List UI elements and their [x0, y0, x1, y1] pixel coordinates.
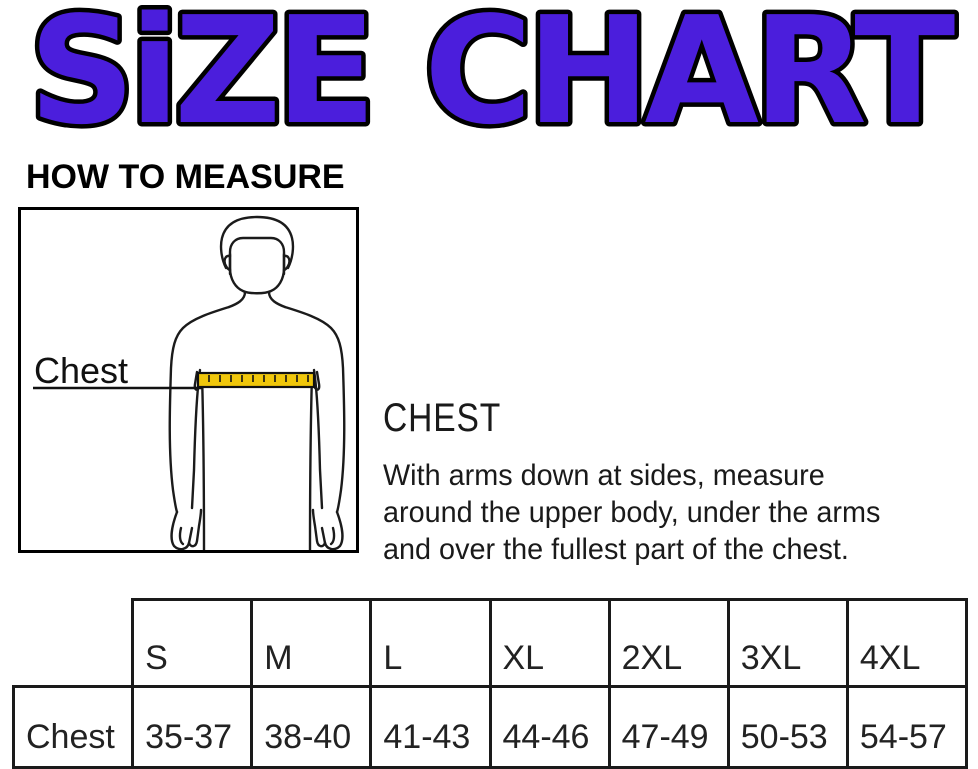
measuring-tape	[196, 371, 316, 389]
right-shoulder-arm-outline	[283, 305, 346, 514]
title-banner: SiZE CHART	[0, 0, 978, 152]
size-header-xl: XL	[488, 598, 611, 688]
chest-value-xl: 44-46	[488, 685, 611, 769]
chest-value-3xl: 50-53	[726, 685, 849, 769]
title-svg: SiZE CHART	[24, 0, 966, 152]
size-header-l: L	[369, 598, 492, 688]
size-header-3xl: 3XL	[726, 598, 849, 688]
hairline-outline	[228, 236, 286, 276]
table-spacer-cell	[14, 600, 133, 687]
size-header-m: M	[250, 598, 373, 688]
right-hand-outline	[320, 510, 344, 550]
chest-description: With arms down at sides, measure around …	[383, 457, 973, 568]
torso-right-line	[308, 372, 314, 550]
left-hand-outline	[170, 510, 194, 550]
right-thumb-line	[311, 508, 327, 548]
chest-description-line: around the upper body, under the arms	[383, 496, 881, 529]
chest-measurements-row: Chest 35-37 38-40 41-43 44-46 47-49 50-5…	[11, 685, 969, 769]
torso-left-line	[200, 372, 206, 550]
chest-section-heading: CHEST	[383, 396, 502, 440]
chest-value-l: 41-43	[369, 685, 492, 769]
right-finger-line	[329, 526, 336, 546]
torso-measure-illustration: Chest	[33, 215, 346, 550]
size-table-header-row: S M L XL 2XL 3XL 4XL	[14, 598, 969, 688]
left-finger-line	[178, 526, 185, 546]
chest-info-section: CHEST With arms down at sides, measure a…	[383, 396, 973, 568]
page-title: SiZE CHART	[29, 0, 956, 152]
chest-description-line: and over the fullest part of the chest.	[383, 533, 849, 566]
chest-value-4xl: 54-57	[845, 685, 969, 769]
chest-value-s: 35-37	[131, 685, 254, 769]
left-shoulder-arm-outline	[168, 305, 231, 514]
diagram-chest-label: Chest	[34, 350, 128, 391]
neck-left-line	[227, 290, 247, 309]
tape-tick-marks	[208, 375, 309, 382]
how-to-measure-heading: HOW TO MEASURE	[26, 158, 345, 196]
size-table: S M L XL 2XL 3XL 4XL Chest 35-37 38-40 4…	[11, 598, 969, 769]
size-header-s: S	[131, 598, 254, 688]
measurement-diagram-box: Chest	[18, 207, 359, 553]
left-thumb-line	[187, 508, 203, 548]
chest-value-m: 38-40	[250, 685, 373, 769]
hair-outline	[219, 215, 295, 270]
size-header-2xl: 2XL	[607, 598, 730, 688]
chest-description-line: With arms down at sides, measure	[383, 459, 825, 492]
chest-value-2xl: 47-49	[607, 685, 730, 769]
row-label-chest: Chest	[11, 685, 135, 769]
neck-right-line	[267, 290, 287, 309]
size-header-4xl: 4XL	[845, 598, 969, 688]
face-outline	[228, 252, 286, 295]
